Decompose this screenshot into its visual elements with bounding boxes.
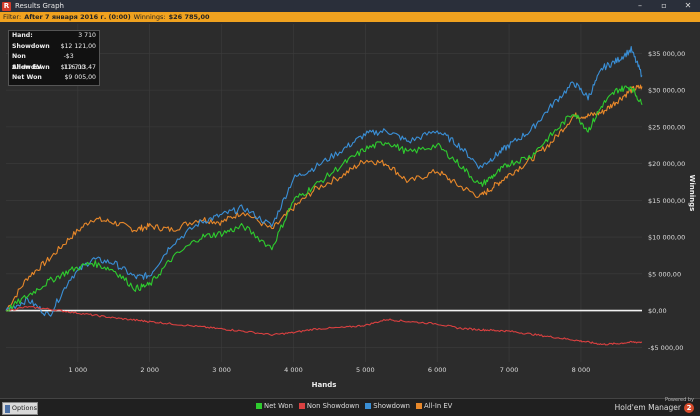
legend-label: Net Won: [264, 402, 293, 410]
stat-value: $12 713,47: [60, 63, 96, 71]
plot-area: [0, 22, 700, 380]
stat-row: Non Showdown -$3 116,00: [9, 52, 99, 71]
legend-swatch: [415, 403, 422, 409]
stat-row: Hand: 3 710: [9, 31, 99, 42]
winnings-label: Winnings:: [133, 13, 166, 21]
stat-label: Non Showdown: [12, 53, 50, 71]
hem-logo: Hold'em Manager 2: [615, 403, 694, 413]
minimize-icon[interactable]: –: [638, 1, 642, 10]
brand-name: Hold'em Manager: [614, 403, 681, 412]
hem-badge-icon: 2: [684, 403, 694, 413]
maximize-icon[interactable]: ▫: [661, 1, 667, 10]
results-graph-icon: R: [2, 1, 11, 11]
filter-bar: Filter: After 7 января 2016 г. (0:00) Wi…: [0, 12, 700, 22]
stat-row: All-In EV $12 713,47: [9, 63, 99, 74]
bottom-bar: [0, 398, 700, 416]
legend-item-net-won[interactable]: Net Won: [256, 402, 293, 410]
legend-swatch: [256, 403, 262, 409]
options-icon: [5, 404, 10, 413]
powered-by-text: Powered by: [665, 397, 694, 403]
title-bar: R Results Graph – ▫ ✕: [0, 0, 700, 12]
stat-label: Hand:: [12, 32, 33, 39]
legend-swatch: [365, 403, 372, 409]
close-icon[interactable]: ✕: [684, 1, 692, 10]
legend-swatch: [298, 403, 305, 409]
stats-panel: Hand: 3 710 Showdown $12 121,00 Non Showdo…: [8, 30, 100, 86]
stat-value: -$3 116,00: [63, 53, 86, 71]
legend-item-non-showdown[interactable]: Non Showdown: [298, 402, 360, 410]
filter-label: Filter:: [3, 13, 22, 21]
stat-label: Net Won: [12, 74, 42, 81]
legend-item-showdown[interactable]: Showdown: [365, 402, 410, 410]
legend-item-all-in-ev[interactable]: All-In EV: [415, 402, 453, 410]
winnings-value: $26 785,00: [168, 13, 210, 21]
stat-row: Showdown $12 121,00: [9, 42, 99, 53]
options-label: Options: [11, 404, 37, 412]
stat-row: Net Won $9 005,00: [9, 73, 99, 84]
legend-label: All-In EV: [423, 402, 453, 410]
stat-label: Showdown: [12, 42, 50, 50]
filter-value: After 7 января 2016 г. (0:00): [24, 13, 131, 21]
x-axis-label: Hands: [312, 381, 337, 389]
chart-legend: Net Won Non Showdown Showdown All-In EV: [256, 402, 452, 410]
stat-value: $12 121,00: [60, 42, 96, 50]
stat-label: All-In EV: [12, 63, 42, 71]
options-button[interactable]: Options: [2, 402, 38, 415]
legend-label: Non Showdown: [306, 402, 360, 410]
stat-value: 3 710: [78, 32, 96, 39]
legend-label: Showdown: [373, 402, 410, 410]
branding: Powered by Hold'em Manager 2: [615, 397, 694, 413]
window-controls: – ▫ ✕: [632, 1, 696, 11]
window-title: Results Graph: [15, 2, 64, 10]
stat-value: $9 005,00: [64, 74, 97, 81]
